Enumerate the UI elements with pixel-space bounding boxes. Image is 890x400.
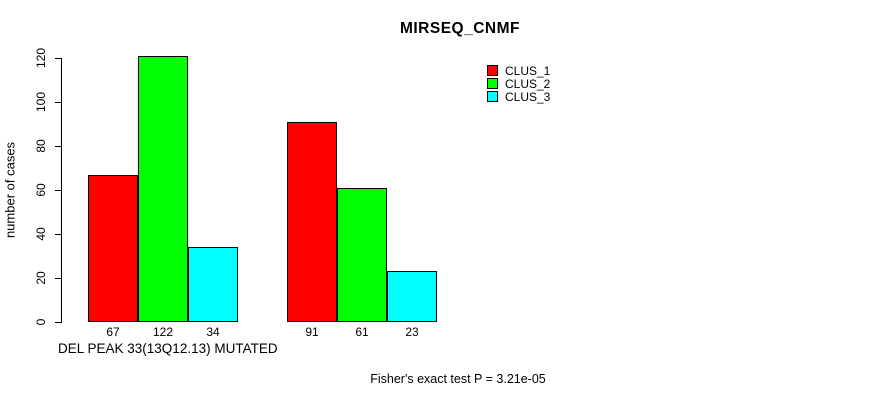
- bar-value-label: 91: [305, 325, 319, 339]
- y-tick-label: 40: [34, 227, 48, 241]
- bar-clus_2-group-1: [138, 56, 188, 322]
- y-tick-label: 0: [34, 318, 48, 326]
- x-axis-label: DEL PEAK 33(13Q12.13) MUTATED: [58, 341, 278, 356]
- y-tick: [55, 146, 62, 147]
- bar-clus_3-group-2: [387, 271, 437, 322]
- bar-value-label: 34: [206, 325, 220, 339]
- y-tick-label: 100: [34, 91, 48, 113]
- y-tick: [55, 234, 62, 235]
- bar-clus_3-group-1: [188, 247, 238, 322]
- y-tick: [55, 322, 62, 323]
- legend-swatch-clus_1: [487, 65, 498, 76]
- chart-title: MIRSEQ_CNMF: [399, 20, 521, 37]
- legend: CLUS_1 CLUS_2 CLUS_3: [487, 64, 550, 103]
- y-tick-label: 120: [34, 47, 48, 69]
- legend-label: CLUS_1: [505, 63, 551, 78]
- y-tick: [55, 58, 62, 59]
- bar-value-label: 61: [355, 325, 369, 339]
- legend-label: CLUS_2: [505, 76, 551, 91]
- y-tick: [55, 190, 62, 191]
- y-tick: [55, 102, 62, 103]
- bar-value-label: 67: [106, 325, 120, 339]
- footnote: Fisher's exact test P = 3.21e-05: [370, 372, 546, 386]
- bar-clus_2-group-2: [337, 187, 387, 322]
- legend-item-clus_1: CLUS_1: [487, 64, 550, 77]
- bar-value-label: 23: [405, 325, 419, 339]
- legend-item-clus_2: CLUS_2: [487, 77, 550, 90]
- bar-value-label: 122: [152, 325, 174, 339]
- legend-item-clus_3: CLUS_3: [487, 90, 550, 103]
- y-axis-label: number of cases: [2, 141, 18, 239]
- y-tick-label: 60: [34, 183, 48, 197]
- bar-clus_1-group-1: [88, 174, 138, 322]
- y-tick-label: 20: [34, 271, 48, 285]
- bar-clus_1-group-2: [287, 121, 337, 322]
- legend-swatch-clus_3: [487, 91, 498, 102]
- legend-swatch-clus_2: [487, 78, 498, 89]
- y-tick: [55, 278, 62, 279]
- y-tick-label: 80: [34, 139, 48, 153]
- legend-label: CLUS_3: [505, 89, 551, 104]
